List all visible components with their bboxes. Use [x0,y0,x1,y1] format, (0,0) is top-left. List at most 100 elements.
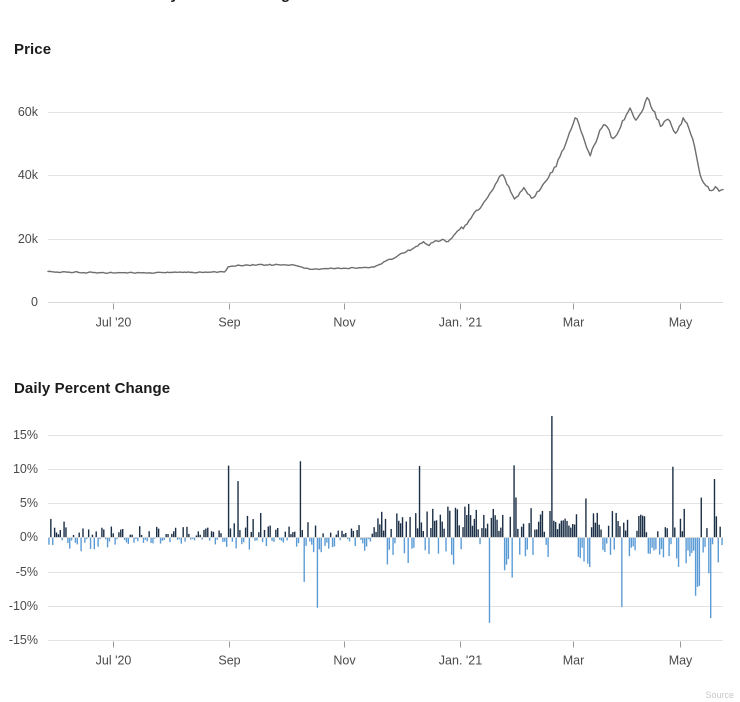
daily-change-bar [636,530,638,538]
daily-change-bar [161,537,164,541]
daily-change-bar [628,537,631,557]
daily-change-bar [123,537,126,540]
daily-change-bar [630,537,632,548]
daily-change-bar [48,537,50,545]
daily-change-bar [312,537,315,553]
daily-change-bar [708,537,710,574]
daily-change-bar [199,534,201,538]
daily-change-bar [449,510,451,538]
daily-change-bar [294,531,296,538]
daily-change-bar [324,537,326,546]
daily-change-bar [307,522,309,538]
daily-change-bar [498,530,500,538]
daily-change-bar [212,531,215,538]
daily-change-bar [590,527,593,538]
daily-change-bar [613,537,615,550]
daily-change-bar [638,516,640,538]
daily-change-bar [454,507,457,538]
daily-change-bar [456,509,459,538]
daily-change-bar [479,537,481,545]
daily-change-bar [450,537,453,555]
daily-change-bar [401,517,404,538]
daily-change-bar [702,537,704,553]
daily-change-bar [509,516,511,538]
daily-change-bar [490,517,493,538]
daily-change-bar [433,520,436,538]
daily-change-bar [373,527,375,538]
daily-change-bar [694,537,697,596]
page-credit-cutoff: Source [705,690,734,700]
daily-change-bar [581,537,583,548]
daily-change-bar [67,537,69,544]
daily-change-bar [91,534,94,538]
daily-change-bar [530,508,532,538]
daily-change-bar [70,537,73,541]
daily-change-bar [700,497,702,538]
daily-change-bar [176,537,179,540]
daily-change-bar [201,537,203,540]
daily-change-bar [261,537,264,543]
daily-change-bar [396,513,398,538]
daily-change-bar [721,537,723,546]
daily-change-bar [57,534,60,538]
change-x-tick-label: Nov [333,654,356,668]
daily-change-bar [186,526,188,538]
daily-change-bar [537,521,540,538]
daily-change-bar [556,529,559,538]
daily-change-bar [587,537,589,564]
daily-change-bar [668,537,670,557]
daily-change-bar [328,537,330,549]
daily-change-bar [61,537,63,541]
daily-change-bar [182,527,184,538]
daily-change-bar [82,528,84,538]
daily-change-bar [670,537,672,545]
daily-change-bar [305,537,307,546]
daily-change-bar [260,512,262,538]
daily-change-bar [364,537,366,551]
daily-change-bar [146,537,148,542]
daily-change-bar [254,537,256,541]
daily-change-bar [301,530,304,538]
daily-change-bar [564,518,566,538]
daily-change-bar [346,537,349,540]
daily-change-bar [55,532,58,538]
daily-change-bar [553,520,555,538]
daily-change-bar [329,532,332,538]
daily-change-bar [86,537,88,540]
change-y-tick-label: 0% [20,530,38,544]
daily-change-bar [519,537,521,555]
daily-change-bar [104,537,107,540]
daily-change-bar [713,479,716,538]
daily-change-bar [452,537,455,565]
daily-change-bar [59,530,61,538]
daily-change-bar [594,522,597,538]
daily-change-bar [339,537,341,541]
daily-change-bar [265,537,268,547]
daily-change-bar [536,529,538,538]
daily-change-bar [674,527,676,538]
daily-change-bar [675,537,678,559]
daily-change-bar [345,532,347,538]
daily-change-bar [167,534,169,538]
daily-change-bar [696,537,699,587]
daily-change-bar [210,531,213,538]
price-panel-title: Price [14,41,52,58]
daily-change-bar [407,537,409,563]
daily-change-bar [640,514,642,538]
daily-change-bar [466,515,468,538]
daily-change-bar [471,525,474,538]
daily-change-bar [53,527,56,538]
daily-change-bar [611,511,614,538]
daily-change-bar [619,526,621,538]
daily-change-bar [672,466,674,538]
daily-change-bar [256,537,258,541]
daily-change-bar [242,537,245,543]
daily-change-bar [267,526,269,538]
daily-change-bar [214,537,217,545]
change-x-tick-label: Sep [218,654,240,668]
daily-change-bar [220,533,222,538]
daily-change-bar [333,537,336,547]
daily-change-bar [288,526,290,538]
daily-change-bar [159,537,162,544]
daily-change-bar [443,528,445,538]
